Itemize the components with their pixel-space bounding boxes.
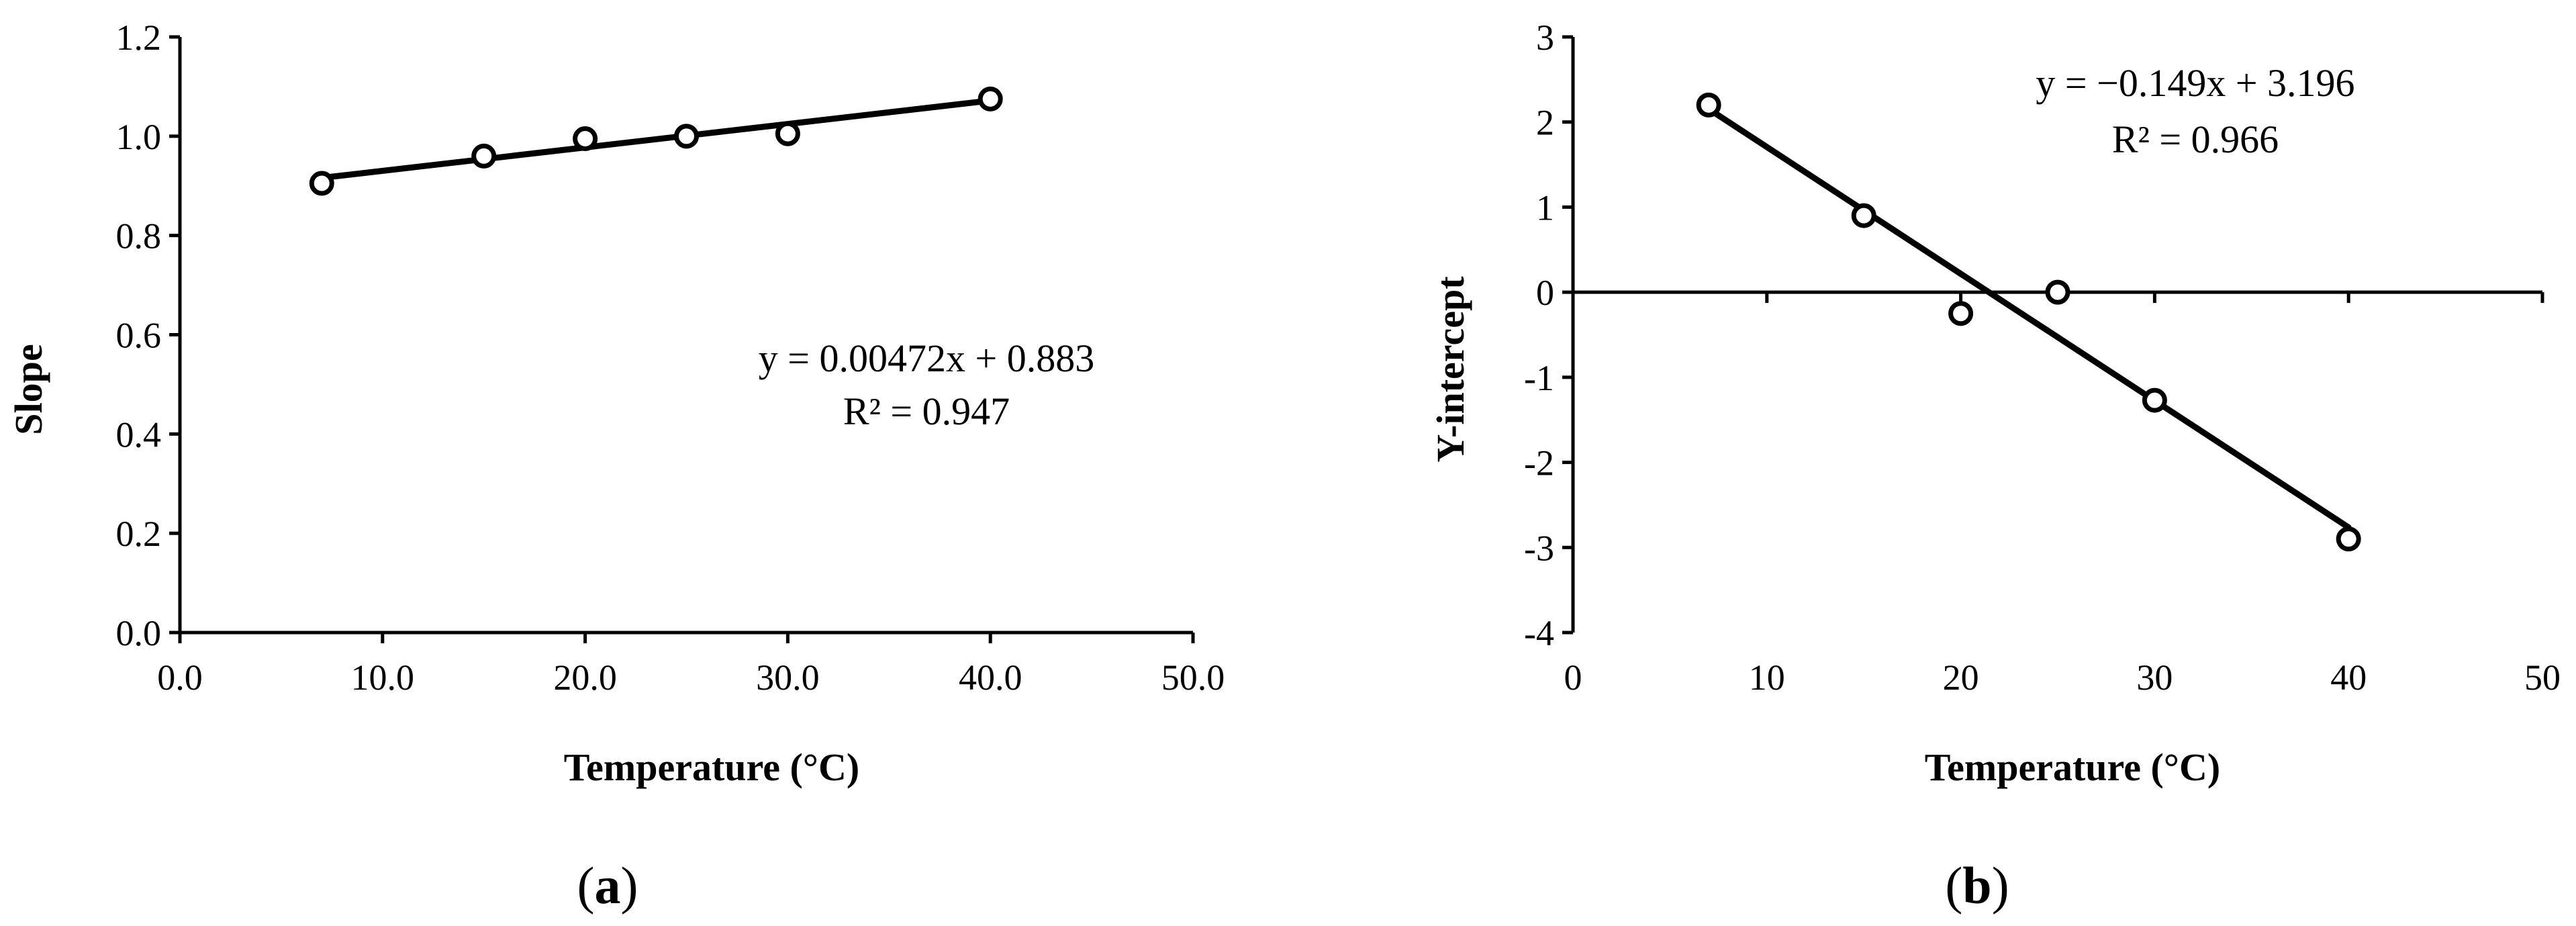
slope-r-squared: R² = 0.947 [843, 389, 1010, 433]
y-intercept-y-tick-label: -1 [1524, 358, 1554, 398]
panel-label-a: (a) [577, 856, 638, 915]
y-intercept-trend-equation: y = −0.149x + 3.196 [2036, 61, 2354, 105]
slope-data-point [674, 124, 699, 149]
y-intercept-chart-x-tick-labels: 0 10 20 30 40 50 [1564, 657, 2561, 698]
slope-y-tick-label: 0.8 [116, 216, 162, 257]
y-intercept-data-points [1696, 92, 2361, 552]
y-intercept-y-tick-label: 3 [1536, 17, 1554, 58]
y-intercept-data-point [1948, 301, 1974, 326]
y-intercept-y-tick-label: -4 [1524, 613, 1554, 653]
slope-x-tick-label: 20.0 [553, 657, 617, 698]
y-intercept-r-squared: R² = 0.966 [2112, 118, 2279, 161]
slope-y-tick-label: 1.2 [116, 17, 162, 58]
slope-y-tick-label: 0.6 [116, 316, 162, 356]
y-intercept-x-tick-label: 50 [2524, 657, 2561, 698]
y-intercept-y-tick-label: -3 [1524, 528, 1554, 568]
slope-x-tick-label: 30.0 [756, 657, 820, 698]
slope-trendline [318, 97, 994, 181]
y-intercept-x-tick-label: 40 [2330, 657, 2367, 698]
y-intercept-y-tick-label: 1 [1536, 187, 1554, 228]
slope-x-tick-label: 50.0 [1161, 657, 1225, 698]
y-intercept-data-point [1851, 203, 1876, 228]
y-intercept-chart-panel: 0 10 20 30 40 50 -4 -3 -2 -1 0 1 2 3 Temperature (°C… [1429, 17, 2561, 915]
y-intercept-x-tick-label: 30 [2136, 657, 2173, 698]
y-intercept-data-point [2142, 387, 2167, 413]
slope-chart-y-axis-title: Slope [7, 344, 50, 434]
slope-data-point [775, 121, 800, 146]
slope-data-point [573, 126, 598, 152]
y-intercept-y-tick-label: 2 [1536, 103, 1554, 143]
slope-chart-axes [169, 35, 1195, 643]
slope-trend-equation: y = 0.00472x + 0.883 [759, 336, 1094, 380]
y-intercept-x-tick-label: 10 [1749, 657, 1785, 698]
panel-label-a-letter: a [595, 856, 621, 915]
y-intercept-x-tick-label: 0 [1564, 657, 1582, 698]
y-intercept-y-tick-label: -2 [1524, 443, 1554, 483]
slope-chart-panel: 0.0 10.0 20.0 30.0 40.0 50.0 0.0 0.2 0.4 0.6 0.8 1… [7, 17, 1225, 915]
slope-data-points [309, 86, 1003, 196]
panel-label-b: (b) [1945, 856, 2009, 915]
slope-y-tick-label: 1.0 [116, 117, 162, 157]
y-intercept-x-tick-label: 20 [1943, 657, 1979, 698]
y-intercept-chart-y-axis-title: Y-intercept [1429, 276, 1472, 463]
slope-x-tick-label: 10.0 [351, 657, 415, 698]
y-intercept-data-point [2336, 526, 2361, 552]
y-intercept-y-tick-label: 0 [1536, 273, 1554, 313]
y-intercept-data-point [1696, 92, 1721, 118]
slope-x-tick-label: 40.0 [959, 657, 1022, 698]
slope-chart-x-tick-labels: 0.0 10.0 20.0 30.0 40.0 50.0 [157, 657, 1225, 698]
y-intercept-chart-x-axis-title: Temperature (°C) [1925, 745, 2220, 789]
slope-data-point [977, 86, 1003, 111]
y-intercept-trendline [1705, 105, 2352, 530]
slope-y-tick-label: 0.0 [116, 613, 162, 653]
slope-chart-x-axis-title: Temperature (°C) [564, 745, 859, 789]
slope-data-point [309, 171, 334, 196]
y-intercept-chart-y-tick-labels: -4 -3 -2 -1 0 1 2 3 [1524, 17, 1554, 653]
panel-label-b-letter: b [1962, 856, 1991, 915]
y-intercept-data-point [2045, 279, 2070, 305]
slope-data-point [471, 143, 497, 169]
slope-y-tick-label: 0.4 [116, 414, 162, 455]
slope-y-tick-label: 0.2 [116, 514, 162, 554]
slope-x-tick-label: 0.0 [157, 657, 203, 698]
slope-chart-y-tick-labels: 0.0 0.2 0.4 0.6 0.8 1.0 1.2 [116, 17, 162, 653]
